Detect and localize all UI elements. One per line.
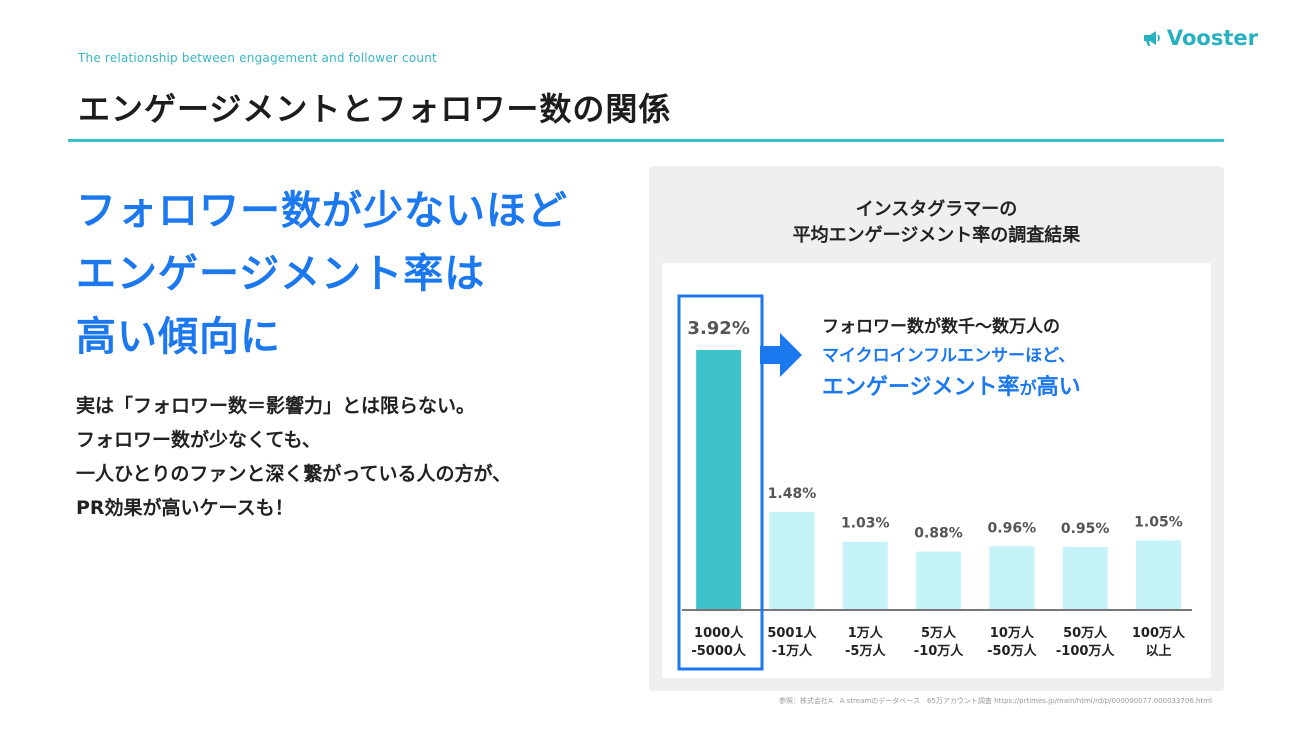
- bar-value-label: 1.48%: [768, 486, 817, 502]
- callout-particle: が: [1019, 379, 1037, 399]
- headline: フォロワー数が少ないほど エンゲージメント率は 高い傾向に: [76, 180, 568, 369]
- x-tick-label: -5000人: [691, 643, 747, 659]
- header-subtitle-en: The relationship between engagement and …: [78, 51, 437, 65]
- x-tick-label: 1万人: [848, 625, 884, 641]
- bar-value-label: 0.96%: [988, 520, 1037, 536]
- headline-line: フォロワー数が少ないほど: [76, 188, 568, 234]
- callout-emphasis-end: 高い: [1036, 375, 1081, 400]
- brand-logo: Vooster: [1141, 26, 1258, 50]
- x-tick-label: -100万人: [1056, 643, 1116, 659]
- title-divider: [68, 139, 1224, 142]
- bar-value-label: 3.92%: [687, 318, 749, 339]
- arrow-right-icon: [760, 333, 802, 381]
- x-tick-label: 5万人: [921, 625, 957, 641]
- x-tick-label: 50万人: [1063, 625, 1108, 641]
- body-line: 一人ひとりのファンと深く繋がっている人の方が、: [76, 463, 512, 485]
- bar: [916, 551, 962, 610]
- highlight-box: [677, 294, 764, 671]
- bar: [1135, 540, 1181, 610]
- bar-chart: 3.92% 1000人 -5000人 1.48% 5001人 -1万人 1.03% 1万人 -5…: [677, 294, 1192, 671]
- callout-line-1: フォロワー数が数千〜数万人の: [822, 317, 1060, 337]
- brand-name: Vooster: [1166, 26, 1258, 50]
- bar-value-label: 1.03%: [841, 516, 890, 532]
- bar: [1062, 546, 1108, 610]
- body-line: フォロワー数が少なくても、: [76, 429, 321, 451]
- x-tick-label: -50万人: [987, 643, 1037, 659]
- bar: [842, 541, 888, 610]
- body-line: 実は「フォロワー数＝影響力」とは限らない。: [76, 395, 476, 417]
- bar-value-label: 0.95%: [1061, 521, 1110, 537]
- bar: [696, 350, 742, 610]
- x-tick-label: -1万人: [772, 643, 813, 659]
- bar: [769, 511, 815, 610]
- headline-line: エンゲージメント率は: [76, 251, 486, 297]
- bar-value-label: 0.88%: [914, 526, 963, 542]
- chart-title-line: インスタグラマーの: [855, 199, 1018, 220]
- x-tick-label: 以上: [1145, 644, 1171, 659]
- x-tick-label: -5万人: [845, 643, 886, 659]
- chart-area: 3.92% 1000人 -5000人 1.48% 5001人 -1万人 1.03% 1万人 -5…: [662, 263, 1211, 678]
- headline-line: 高い傾向に: [76, 314, 281, 360]
- page-title: エンゲージメントとフォロワー数の関係: [78, 90, 672, 128]
- x-tick-label: 10万人: [990, 625, 1035, 641]
- callout: フォロワー数が数千〜数万人の マイクロインフルエンサーほど、 エンゲージメント率…: [822, 313, 1081, 406]
- body-text: 実は「フォロワー数＝影響力」とは限らない。 フォロワー数が少なくても、 一人ひと…: [76, 389, 511, 525]
- x-tick-label: 100万人: [1132, 625, 1186, 641]
- x-tick-label: 1000人: [694, 625, 744, 641]
- callout-line-2: マイクロインフルエンサーほど、: [822, 346, 1076, 366]
- x-tick-label: -10万人: [914, 643, 964, 659]
- callout-emphasis: エンゲージメント率: [822, 375, 1020, 400]
- callout-line-3: エンゲージメント率が高い: [822, 371, 1081, 406]
- body-line: PR効果が高いケースも！: [76, 497, 294, 519]
- bar-value-label: 1.05%: [1134, 514, 1183, 530]
- x-tick-label: 5001人: [767, 625, 817, 641]
- chart-title-line: 平均エンゲージメント率の調査結果: [792, 225, 1081, 246]
- bar: [989, 546, 1035, 610]
- megaphone-icon: [1141, 27, 1163, 49]
- source-note: 参照：株式会社A A streamのデータベース 65万アカウント調査 http…: [778, 697, 1212, 705]
